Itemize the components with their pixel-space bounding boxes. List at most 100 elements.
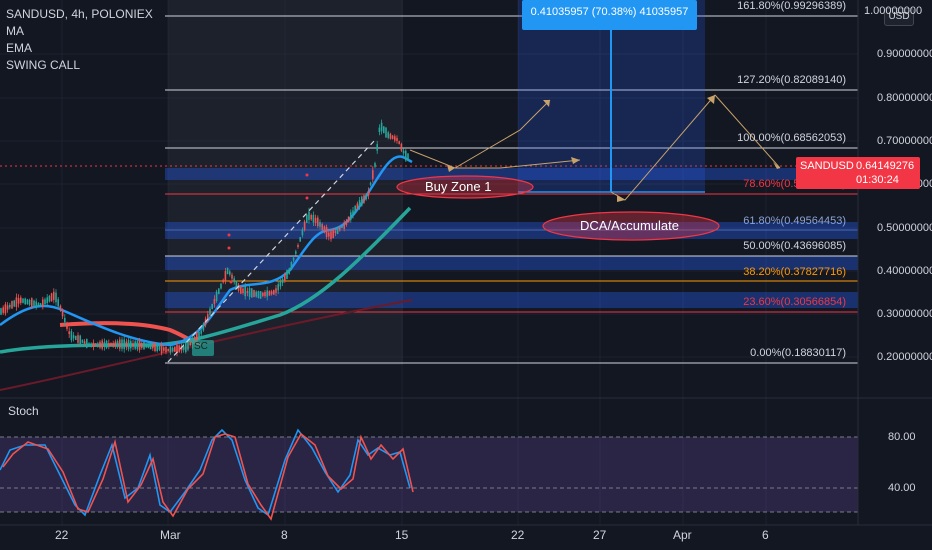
candle-countdown: 01:30:24 (856, 174, 899, 186)
candle-body (284, 274, 286, 282)
candle-body (83, 341, 86, 344)
candle-body (407, 153, 409, 161)
candle-body (369, 182, 372, 185)
candle-body (77, 335, 79, 343)
candle-body (42, 299, 44, 307)
indicator-swing-call[interactable]: SWING CALL (6, 58, 81, 72)
candle-body (389, 133, 392, 139)
candle-body (105, 340, 108, 349)
candle-body (292, 257, 295, 261)
candle-body (262, 292, 264, 296)
candle-body (259, 291, 262, 299)
time-tick: 27 (593, 528, 607, 542)
candle-body (202, 323, 205, 331)
buy-zone-label: Buy Zone 1 (425, 179, 492, 194)
symbol-title[interactable]: SANDUSD, 4h, POLONIEX (6, 7, 153, 21)
time-tick: 22 (55, 528, 69, 542)
fib-label-0[interactable]: 0.00%(0.18830117) (750, 347, 846, 359)
stoch-title[interactable]: Stoch (8, 404, 39, 418)
time-tick: Apr (673, 528, 692, 542)
indicator-ma[interactable]: MA (6, 24, 24, 38)
candle-body (363, 195, 365, 203)
candle-body (394, 136, 396, 141)
currency-button[interactable]: USD (884, 8, 914, 26)
current-price-value: 0.64149276 (856, 160, 915, 172)
candle-body (17, 298, 20, 304)
candle-body (86, 339, 88, 348)
candle-body (143, 341, 145, 350)
candle-body (4, 304, 7, 314)
trendline[interactable] (167, 139, 376, 363)
buy-zone-ellipse[interactable] (396, 175, 534, 199)
candle-body (396, 138, 398, 141)
candle-body (90, 343, 92, 347)
candle-body (55, 292, 57, 303)
candle-body (270, 291, 273, 295)
candle-body (356, 203, 359, 209)
swing-call-tag-label: SC (194, 341, 208, 352)
candle-body (46, 297, 48, 303)
swing-call-tag (192, 340, 214, 356)
fib-label-1618[interactable]: 161.80%(0.99296389) (737, 0, 846, 12)
candle-body (132, 343, 134, 347)
time-axis[interactable]: 22 Mar 8 15 22 27 Apr 6 (0, 528, 858, 548)
candle-body (53, 291, 55, 300)
candle-body (123, 339, 125, 350)
candle-body (332, 229, 334, 239)
candle-body (0, 308, 2, 315)
candle-body (372, 170, 374, 179)
candle-body (226, 267, 229, 275)
candle-body (350, 212, 352, 220)
candle-body (127, 339, 130, 350)
fib-label-382[interactable]: 38.20%(0.37827716) (743, 266, 846, 278)
candle-body (273, 289, 275, 295)
candle-body (9, 304, 11, 308)
indicator-ema[interactable]: EMA (6, 41, 33, 55)
candle-body (290, 262, 293, 270)
candle-body (213, 298, 216, 304)
dca-ellipse[interactable] (542, 211, 720, 241)
candle-body (303, 221, 306, 230)
fib-label-236[interactable]: 23.60%(0.30566854) (743, 296, 846, 308)
fib-label-100[interactable]: 100.00%(0.68562053) (737, 132, 846, 144)
candle-body (398, 141, 400, 144)
candle-body (297, 244, 299, 248)
candle-body (341, 226, 343, 229)
fib-label-1272[interactable]: 127.20%(0.82089140) (737, 74, 846, 86)
candle-body (257, 291, 260, 298)
candle-body (347, 216, 350, 223)
arrow-heads (447, 95, 780, 202)
candle-body (286, 269, 288, 279)
candle-body (277, 284, 279, 291)
candle-body (383, 126, 385, 134)
candle-body (165, 346, 167, 353)
dca-label: DCA/Accumulate (580, 218, 679, 233)
candle-body (339, 227, 341, 231)
candle-body (323, 226, 326, 233)
candle-body (94, 343, 97, 347)
candle-body (345, 220, 348, 225)
fib-labels: 161.80%(0.99296389) 127.20%(0.82089140) … (737, 0, 846, 359)
candle-body (156, 344, 158, 351)
fib-label-618[interactable]: 61.80%(0.49564453) (743, 215, 846, 227)
candle-body (6, 305, 9, 310)
candle-body (312, 215, 315, 223)
fib-label-786[interactable]: 78.60%(0.57919419) (743, 178, 846, 190)
candle-body (72, 335, 75, 339)
candle-body (251, 288, 253, 298)
fib-label-500[interactable]: 50.00%(0.43696085) (743, 240, 846, 252)
price-tick: 0.70000000 (877, 135, 932, 147)
candle-body (66, 323, 68, 329)
candle-body (167, 348, 169, 352)
candle-body (81, 339, 84, 343)
current-price-label: SANDUSD 0.64149276 01:30:24 (796, 157, 920, 189)
candle-body (138, 340, 141, 350)
candle-body (343, 222, 345, 229)
candle-body (211, 303, 213, 310)
candle-body (328, 232, 330, 237)
candle-body (275, 288, 277, 293)
projection-arrows (409, 94, 781, 201)
price-tick: 0.30000000 (877, 308, 932, 320)
